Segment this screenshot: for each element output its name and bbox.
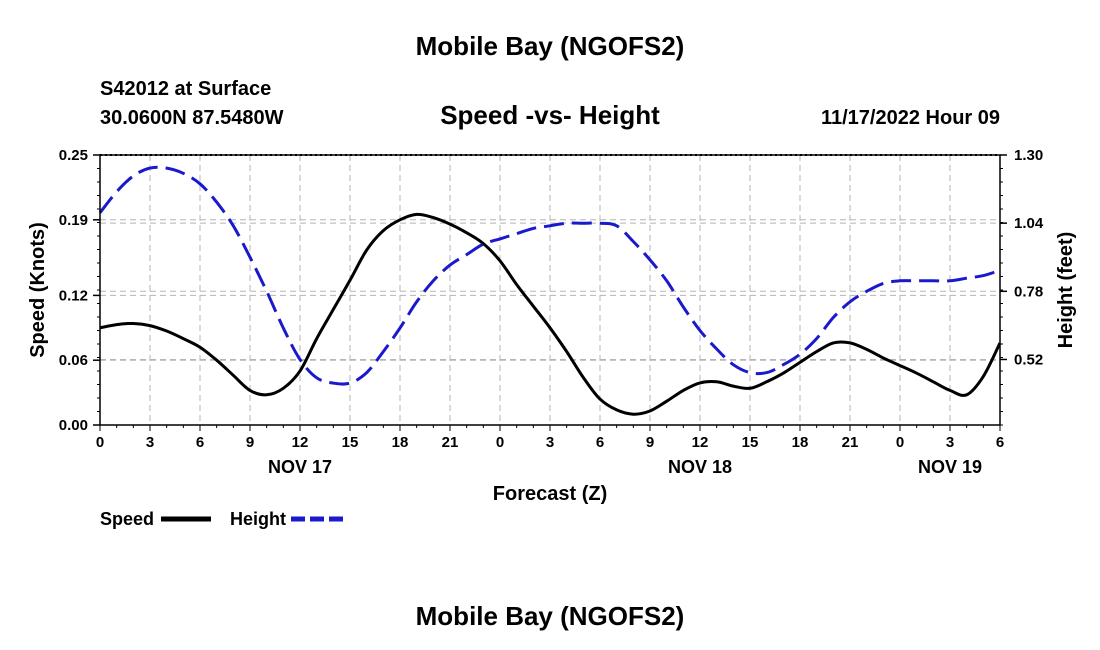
x-tick-label: 6 (596, 434, 604, 451)
coordinates-label: 30.0600N 87.5480W (100, 107, 284, 129)
x-tick-label: 9 (646, 434, 654, 451)
tick-layer: 0 3 6 9 12 15 18 21 0 3 6 9 12 15 18 21 0 3 6 NOV 17 NOV 18 N… (59, 147, 1044, 477)
x-tick-label: 6 (196, 434, 204, 451)
x-tick-label: 21 (842, 434, 859, 451)
x-tick-label: 12 (692, 434, 709, 451)
y-tick-label: 0.19 (59, 212, 88, 229)
x-tick-label: 3 (946, 434, 954, 451)
y2-tick-label: 1.30 (1014, 147, 1043, 164)
y2-tick-label: 0.52 (1014, 351, 1043, 368)
legend-label-speed: Speed (100, 509, 154, 529)
y2-tick-label: 0.78 (1014, 283, 1043, 300)
x-axis-title: Forecast (Z) (493, 483, 607, 505)
main-title: Mobile Bay (NGOFS2) (416, 31, 685, 61)
legend-label-height: Height (230, 509, 286, 529)
x-tick-label: 18 (392, 434, 409, 451)
legend: Speed Height (100, 509, 343, 529)
station-label: S42012 at Surface (100, 78, 271, 100)
series-line-speed (99, 212, 1002, 416)
y-tick-label: 0.25 (59, 147, 88, 164)
x-tick-label: 15 (342, 434, 359, 451)
x-tick-label: 3 (546, 434, 554, 451)
chart-title: Speed -vs- Height (440, 100, 660, 130)
day-label: NOV 17 (268, 457, 332, 477)
date-label: 11/17/2022 Hour 09 (821, 107, 1000, 129)
x-tick-label: 0 (496, 434, 504, 451)
x-tick-label: 15 (742, 434, 759, 451)
series-line-height (98, 165, 1001, 386)
y-axis-title-right: Height (feet) (1055, 232, 1077, 349)
x-tick-label: 18 (792, 434, 809, 451)
y-axis-title-left: Speed (Knots) (27, 222, 49, 358)
x-tick-label: 9 (246, 434, 254, 451)
x-tick-label: 6 (996, 434, 1004, 451)
footer-title: Mobile Bay (NGOFS2) (416, 601, 685, 631)
day-label: NOV 18 (668, 457, 732, 477)
series-layer (98, 165, 1002, 416)
y2-tick-label: 1.04 (1014, 215, 1044, 232)
x-tick-label: 21 (442, 434, 459, 451)
y-tick-label: 0.12 (59, 287, 88, 304)
x-tick-label: 12 (292, 434, 309, 451)
grid (100, 154, 1000, 425)
x-tick-label: 3 (146, 434, 154, 451)
x-tick-label: 0 (96, 434, 104, 451)
x-tick-label: 0 (896, 434, 904, 451)
day-label: NOV 19 (918, 457, 982, 477)
y-tick-label: 0.06 (59, 352, 88, 369)
y-tick-label: 0.00 (59, 417, 88, 434)
